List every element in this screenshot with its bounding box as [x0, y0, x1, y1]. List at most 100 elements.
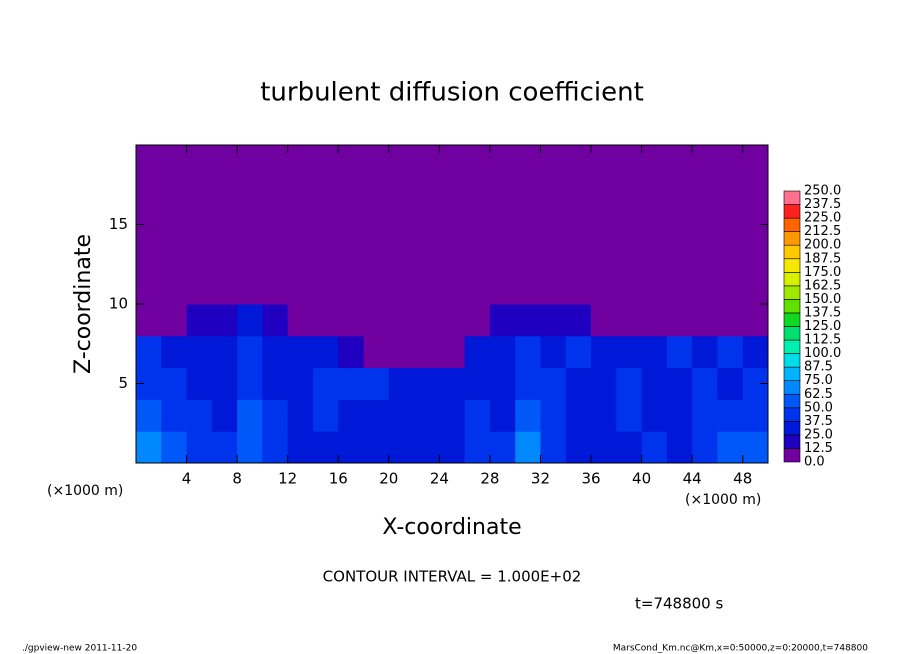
- x-tick-label: 40: [632, 470, 651, 488]
- colorbar-band: [783, 190, 801, 205]
- field-cell: [262, 208, 289, 241]
- field-cell: [540, 145, 567, 178]
- field-cell: [388, 208, 415, 241]
- field-cell: [287, 399, 314, 432]
- field-cell: [388, 367, 415, 400]
- field-cell: [237, 240, 263, 273]
- field-cell: [742, 399, 769, 432]
- field-cell: [338, 431, 365, 464]
- field-cell: [565, 367, 592, 400]
- field-cell: [565, 272, 592, 305]
- field-cell: [186, 399, 213, 432]
- field-cell: [338, 304, 365, 337]
- colorbar-label: 200.0: [804, 238, 841, 253]
- field-cell: [136, 304, 162, 337]
- colorbar-band: [783, 271, 801, 287]
- field-cell: [692, 208, 718, 241]
- field-cell: [312, 335, 339, 369]
- field-cell: [136, 176, 162, 210]
- field-cell: [237, 272, 263, 305]
- colorbar-label: 12.5: [804, 441, 833, 456]
- field-cell: [591, 304, 617, 337]
- field-cell: [338, 240, 365, 273]
- field-cell: [489, 176, 516, 210]
- field-cell: [641, 240, 668, 273]
- field-cell: [540, 240, 567, 273]
- field-cell: [717, 145, 744, 178]
- field-cell: [312, 240, 339, 273]
- field-cell: [666, 176, 693, 210]
- field-cell: [211, 304, 238, 337]
- field-cell: [287, 431, 314, 464]
- field-cell: [591, 367, 617, 400]
- colorbar-label: 75.0: [804, 373, 833, 388]
- field-cell: [616, 367, 643, 400]
- field-cell: [237, 145, 263, 178]
- field-cell: [211, 399, 238, 432]
- field-cell: [211, 431, 238, 464]
- y-tick-label: 10: [109, 295, 128, 313]
- field-cell: [262, 431, 289, 464]
- field-cell: [692, 304, 718, 337]
- field-cell: [591, 335, 617, 369]
- field-cell: [565, 335, 592, 369]
- field-cell: [439, 335, 466, 369]
- field-cell: [742, 272, 769, 305]
- field-cell: [717, 399, 744, 432]
- field-cell: [666, 304, 693, 337]
- field-cell: [414, 145, 440, 178]
- field-cell: [414, 367, 440, 400]
- field-cell: [439, 176, 466, 210]
- field-cell: [666, 367, 693, 400]
- field-cell: [717, 240, 744, 273]
- field-cell: [616, 335, 643, 369]
- field-cell: [439, 431, 466, 464]
- field-cell: [616, 208, 643, 241]
- field-cell: [338, 335, 365, 369]
- field-cell: [312, 272, 339, 305]
- field-cell: [287, 145, 314, 178]
- colorbar-band: [783, 231, 801, 246]
- field-cell: [666, 399, 693, 432]
- colorbar-band: [783, 421, 801, 436]
- field-cell: [312, 367, 339, 400]
- x-tick-label: 24: [430, 470, 449, 488]
- y-tick-label: 15: [109, 215, 128, 233]
- field-cell: [464, 176, 491, 210]
- field-cell: [136, 240, 162, 273]
- colorbar-label: 162.5: [804, 278, 841, 293]
- field-cell: [666, 240, 693, 273]
- field-cell: [237, 304, 263, 337]
- field-cell: [186, 335, 213, 369]
- field-cell: [666, 272, 693, 305]
- x-tick-label: 12: [278, 470, 297, 488]
- footer-right: MarsCond_Km.nc@Km,x=0:50000,z=0:20000,t=…: [613, 644, 868, 654]
- field-cell: [388, 145, 415, 178]
- field-cell: [464, 335, 491, 369]
- field-cell: [388, 399, 415, 432]
- field-cell: [489, 240, 516, 273]
- colorbar-band: [783, 339, 801, 354]
- colorbar-label: 87.5: [804, 360, 833, 375]
- field-cell: [161, 208, 188, 241]
- field-cell: [717, 208, 744, 241]
- field-cell: [717, 431, 744, 464]
- field-cell: [237, 367, 263, 400]
- colorbar-band: [783, 393, 801, 409]
- field-cell: [338, 399, 365, 432]
- field-cell: [312, 145, 339, 178]
- field-cell: [211, 240, 238, 273]
- field-cell: [414, 304, 440, 337]
- field-cell: [641, 145, 668, 178]
- field-cell: [211, 176, 238, 210]
- field-cell: [338, 272, 365, 305]
- x-tick-label: 28: [480, 470, 499, 488]
- field-cell: [565, 145, 592, 178]
- field-cell: [565, 208, 592, 241]
- field-cell: [641, 367, 668, 400]
- field-cell: [717, 304, 744, 337]
- field-cell: [363, 304, 390, 337]
- colorbar-band: [783, 326, 801, 341]
- y-axis-label: Z-coordinate: [71, 234, 96, 374]
- field-cell: [186, 431, 213, 464]
